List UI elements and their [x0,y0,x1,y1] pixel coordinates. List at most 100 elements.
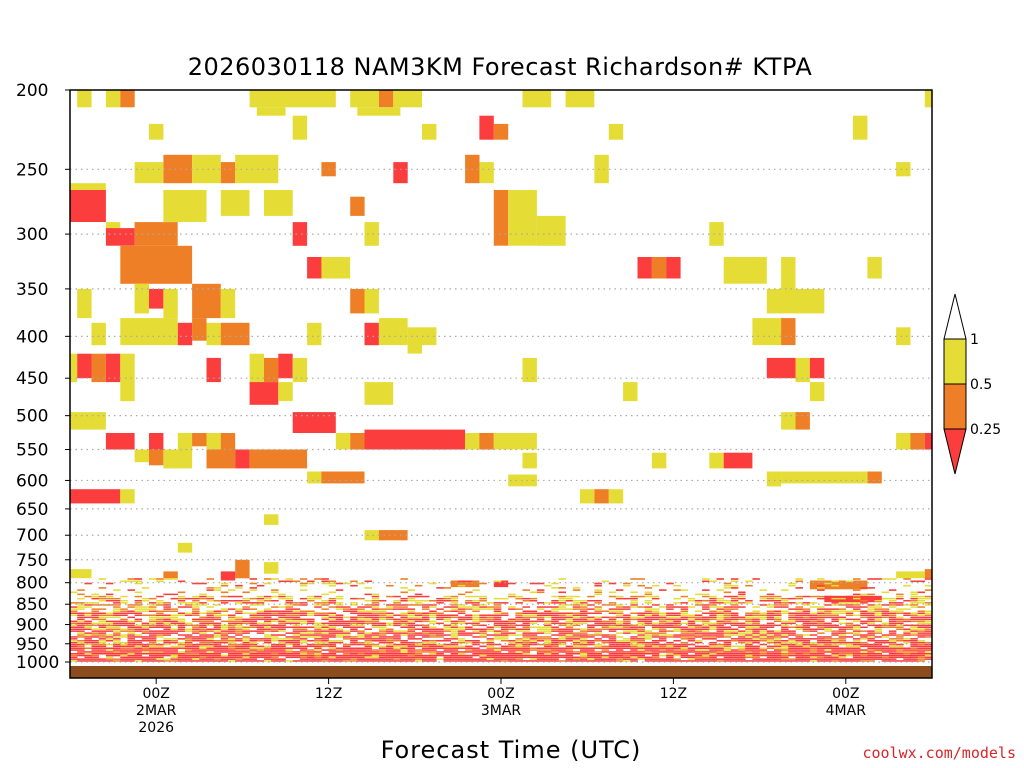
heatmap-cell [831,624,839,627]
heatmap-cell [709,653,717,655]
heatmap-cell [321,471,365,484]
heatmap-cell [580,638,588,640]
heatmap-cell [601,654,610,657]
heatmap-cell [393,604,401,606]
heatmap-cell [70,628,78,630]
heatmap-cell [314,656,322,659]
heatmap-cell [522,628,530,630]
heatmap-cell [177,645,186,648]
heatmap-cell [608,641,617,644]
heatmap-cell [314,640,322,642]
heatmap-cell [350,610,358,612]
heatmap-cell [328,616,337,619]
heatmap-cell [91,643,99,646]
heatmap-cell [350,647,358,649]
heatmap-cell [536,608,545,610]
heatmap-cell [465,651,473,653]
heatmap-cell [314,622,322,625]
heatmap-cell [615,628,624,630]
heatmap-cell [867,608,875,610]
heatmap-cell [292,643,301,646]
heatmap-cell [278,653,286,655]
heatmap-cell [924,578,933,580]
heatmap-cell [809,606,818,608]
heatmap-cell [278,638,286,640]
heatmap-cell [156,580,164,583]
heatmap-cell [407,647,416,649]
heatmap-cell [594,632,602,634]
heatmap-cell [228,641,236,644]
heatmap-cell [127,643,135,646]
heatmap-cell [443,595,451,598]
heatmap-cell [508,620,516,623]
heatmap-cell [278,647,286,649]
heatmap-cell [192,154,221,184]
heatmap-cell [149,608,157,610]
heatmap-cell [666,582,674,585]
heatmap-cell [335,656,344,659]
heatmap-cell [774,618,782,621]
heatmap-cell [508,624,516,627]
heatmap-cell [235,620,243,623]
heatmap-cell [407,595,416,598]
heatmap-cell [867,660,875,662]
heatmap-cell [170,649,179,651]
heatmap-cell [694,630,703,632]
heatmap-cell [177,654,186,657]
heatmap-cell [644,620,653,623]
heatmap-cell [831,649,839,651]
heatmap-cell [436,647,444,649]
heatmap-cell [350,602,358,604]
heatmap-cell [687,620,696,623]
heatmap-cell [738,649,746,651]
heatmap-cell [608,582,617,585]
heatmap-cell [867,656,875,659]
heatmap-cell [501,660,509,662]
heatmap-cell [752,660,760,662]
heatmap-cell [321,593,329,596]
heatmap-cell [888,640,897,642]
heatmap-cell [314,630,322,632]
heatmap-cell [192,582,200,585]
heatmap-cell [285,651,293,653]
heatmap-cell [687,632,696,634]
heatmap-cell [802,595,811,598]
heatmap-cell [386,660,394,662]
heatmap-cell [271,645,279,648]
heatmap-cell [723,653,732,655]
heatmap-cell [853,626,861,628]
heatmap-cell [874,647,882,649]
heatmap-cell [572,608,581,610]
heatmap-cell [192,632,200,634]
heatmap-cell [802,604,811,606]
heatmap-cell [314,638,322,640]
heatmap-cell [536,614,545,616]
heatmap-cell [817,647,825,649]
heatmap-cell [716,660,724,662]
heatmap-cell [788,626,796,628]
heatmap-cell [522,640,530,642]
heatmap-cell [881,614,890,616]
heatmap-cell [659,645,667,648]
heatmap-cell [637,651,645,653]
heatmap-cell [623,645,631,648]
heatmap-cell [84,626,92,628]
heatmap-cell [472,616,480,619]
heatmap-cell [788,608,796,610]
heatmap-cell [853,614,861,616]
heatmap-cell [156,643,164,646]
heatmap-cell [544,651,552,653]
heatmap-cell [867,658,875,660]
heatmap-cell [206,660,214,662]
heatmap-cell [350,612,358,614]
heatmap-cell [206,641,214,644]
heatmap-cell [594,658,602,660]
heatmap-cell [393,632,401,634]
heatmap-cell [479,658,487,660]
heatmap-cell [594,628,602,630]
heatmap-cell [903,604,911,606]
heatmap-cell [321,608,329,610]
heatmap-cell [910,580,918,583]
heatmap-cell [824,643,832,646]
heatmap-cell [414,632,423,634]
